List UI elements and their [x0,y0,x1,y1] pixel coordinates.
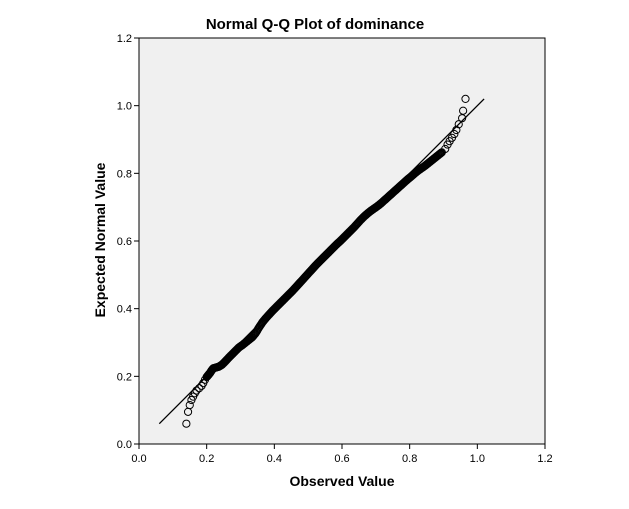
y-axis: 0.0 0.2 0.4 0.6 0.8 1.0 1.2 [117,33,139,451]
data-point [459,106,468,115]
x-tick-label: 0.2 [199,453,214,465]
y-tick-label: 0.8 [117,168,132,180]
y-tick-label: 1.0 [117,101,132,113]
x-axis: 0.0 0.2 0.4 0.6 0.8 1.0 1.2 [131,444,553,465]
data-point [452,125,461,135]
x-tick-label: 0.0 [131,453,146,465]
x-tick-label: 0.8 [402,453,417,465]
data-point [461,94,470,104]
x-tick-label: 1.2 [537,453,552,465]
data-point [185,400,194,410]
data-point [450,129,459,139]
x-tick-label: 1.0 [470,453,485,465]
y-axis-title: Expected Normal Value [92,162,108,317]
data-point [192,386,201,395]
data-point [454,120,463,129]
data-point [437,148,446,157]
x-tick-label: 0.4 [267,453,282,465]
x-axis-title: Observed Value [289,473,394,489]
y-tick-label: 0.6 [117,236,132,248]
y-tick-label: 1.2 [117,33,132,45]
y-tick-label: 0.4 [117,304,132,316]
data-point [195,384,204,393]
y-tick-label: 0.0 [117,439,132,451]
x-tick-label: 0.6 [334,453,349,465]
chart-title: Normal Q-Q Plot of dominance [206,16,424,33]
data-point [182,419,191,428]
data-points [182,94,470,428]
y-tick-label: 0.2 [117,371,132,383]
